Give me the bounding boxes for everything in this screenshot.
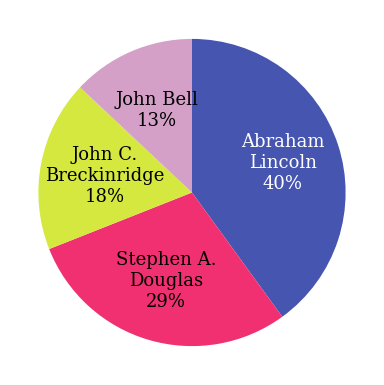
- Text: John C.
Breckinridge
18%: John C. Breckinridge 18%: [45, 146, 164, 206]
- Wedge shape: [38, 87, 192, 249]
- Wedge shape: [192, 39, 346, 317]
- Text: John Bell
13%: John Bell 13%: [115, 91, 198, 130]
- Text: Stephen A.
Douglas
29%: Stephen A. Douglas 29%: [116, 251, 217, 311]
- Text: Abraham
Lincoln
40%: Abraham Lincoln 40%: [241, 133, 324, 193]
- Wedge shape: [49, 192, 282, 346]
- Wedge shape: [80, 39, 192, 192]
